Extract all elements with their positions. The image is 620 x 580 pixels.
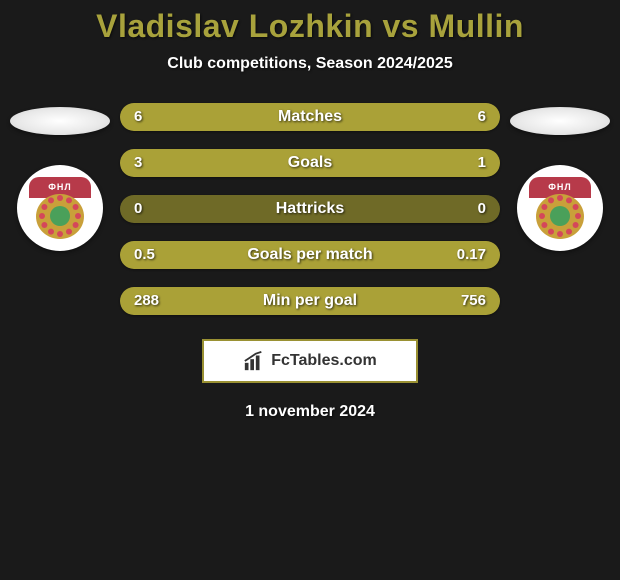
left-badge-petals — [36, 194, 84, 239]
right-badge-ring — [536, 194, 584, 239]
left-player-avatar-placeholder — [10, 107, 110, 135]
right-player-avatar-placeholder — [510, 107, 610, 135]
bar-label: Hattricks — [120, 195, 500, 223]
right-badge-inner: ФНЛ — [529, 177, 591, 239]
stat-bar-min-per-goal: 288756Min per goal — [120, 287, 500, 315]
date-label: 1 november 2024 — [0, 403, 620, 421]
bar-label: Matches — [120, 103, 500, 131]
stat-bar-matches: 66Matches — [120, 103, 500, 131]
left-player-col: ФНЛ — [10, 103, 110, 251]
bar-label: Min per goal — [120, 287, 500, 315]
right-badge-petals — [536, 194, 584, 239]
left-badge-ring — [36, 194, 84, 239]
stat-bar-goals-per-match: 0.50.17Goals per match — [120, 241, 500, 269]
main-row: ФНЛ 66Matches 31Goals 00Hattricks 0.50.17Go… — [0, 103, 620, 315]
bar-label: Goals per match — [120, 241, 500, 269]
bar-label: Goals — [120, 149, 500, 177]
stat-bar-hattricks: 00Hattricks — [120, 195, 500, 223]
right-player-col: ФНЛ — [510, 103, 610, 251]
brand-attribution[interactable]: FcTables.com — [202, 339, 418, 383]
chart-icon — [243, 350, 265, 372]
stats-bars: 66Matches 31Goals 00Hattricks 0.50.17Goals … — [120, 103, 500, 315]
subtitle: Club competitions, Season 2024/2025 — [0, 55, 620, 73]
left-badge-inner: ФНЛ — [29, 177, 91, 239]
stat-bar-goals: 31Goals — [120, 149, 500, 177]
left-club-badge: ФНЛ — [17, 165, 103, 251]
brand-text: FcTables.com — [271, 352, 377, 370]
right-club-badge: ФНЛ — [517, 165, 603, 251]
page-title: Vladislav Lozhkin vs Mullin — [0, 8, 620, 45]
comparison-infographic: Vladislav Lozhkin vs Mullin Club competi… — [0, 0, 620, 421]
